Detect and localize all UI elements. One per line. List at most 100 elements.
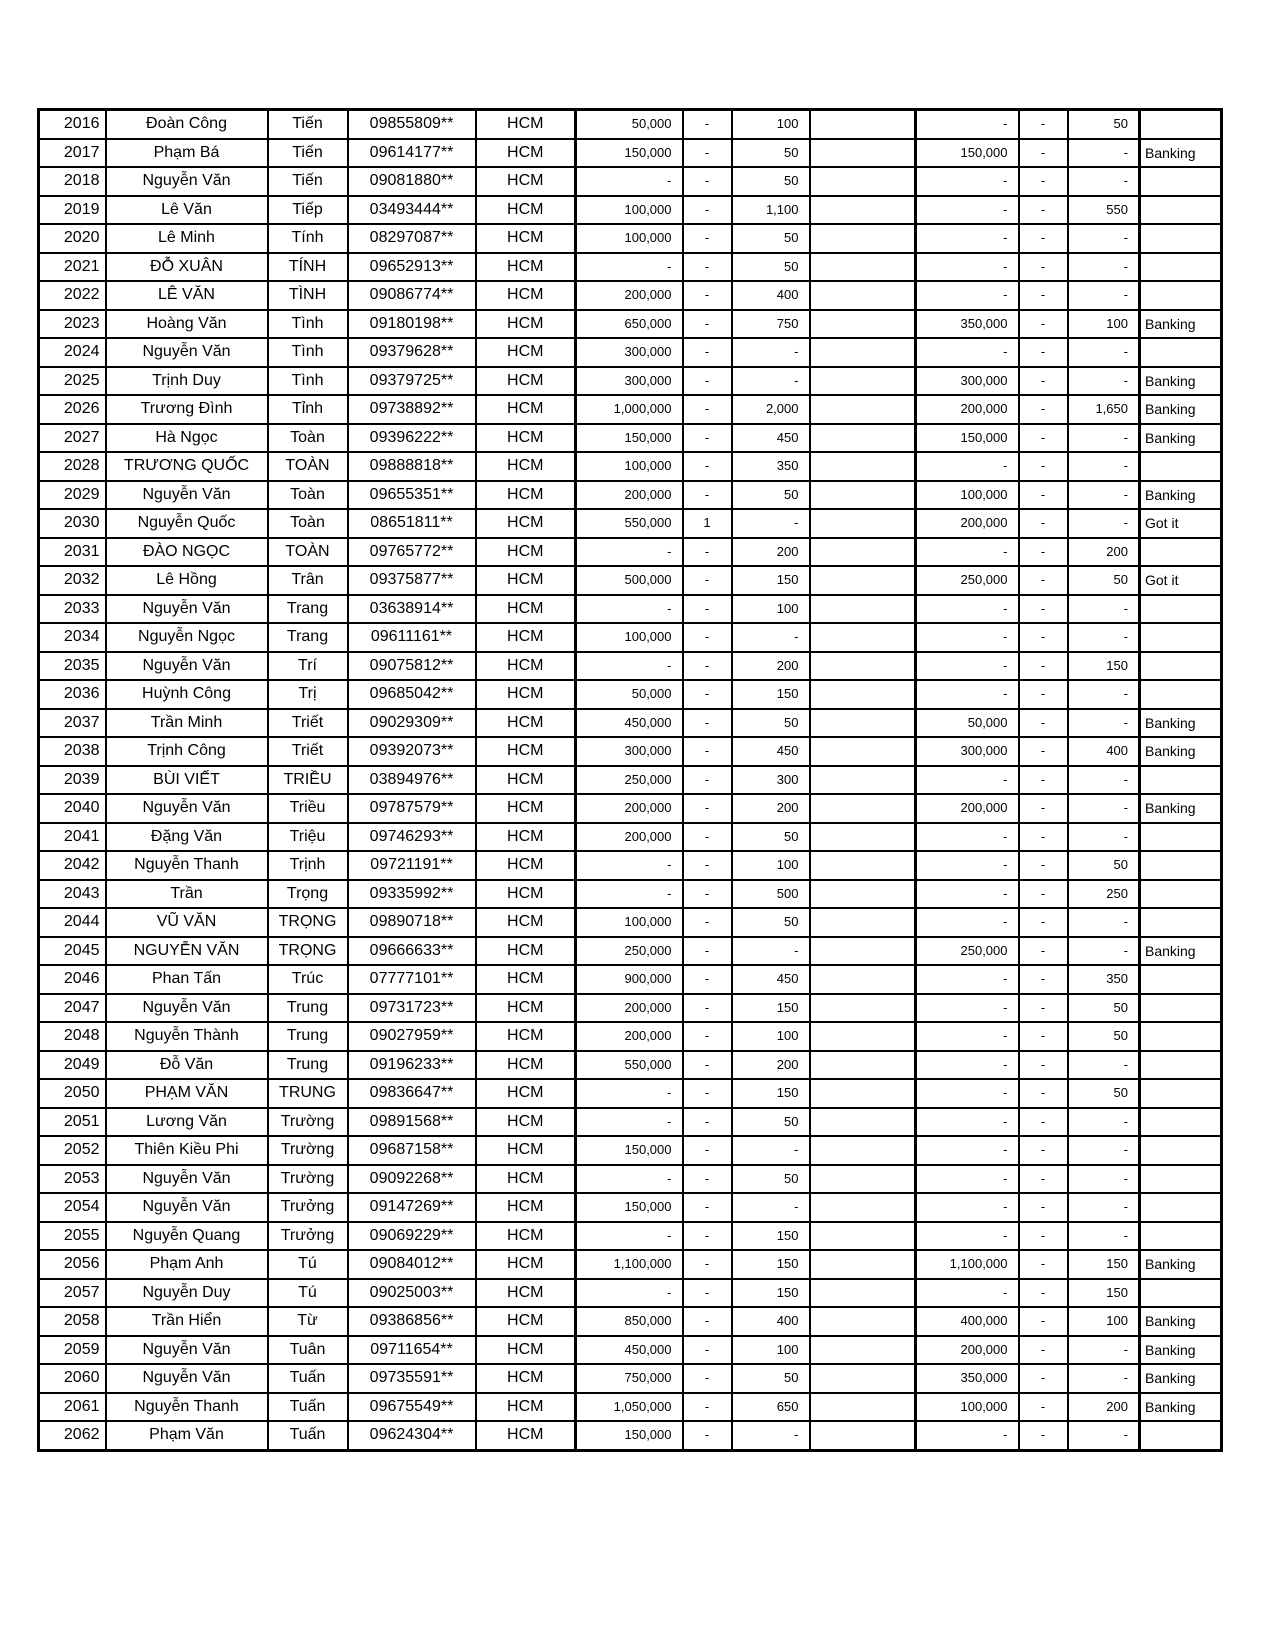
cell-id: 2028 [37,451,107,482]
cell-city: HCM [474,422,577,453]
cell-status [1138,194,1223,225]
cell-qty-1: 150 [730,992,811,1023]
cell-empty [808,907,917,938]
cell-dash-1: - [681,251,733,282]
cell-dash-2: - [1017,308,1069,339]
cell-city: HCM [474,1277,577,1308]
cell-empty [808,736,917,767]
table-row: 2036 Huỳnh Công Trị 09685042** HCM 50,000-150… [37,679,1223,710]
cell-qty-2: - [1066,1135,1141,1166]
cell-id: 2047 [37,992,107,1023]
cell-family-name: Trung [266,1049,349,1080]
cell-dash-2: - [1017,593,1069,624]
cell-amount-1: 550,000 [574,1049,684,1080]
cell-qty-1: 100 [730,593,811,624]
cell-amount-2: - [914,992,1020,1023]
cell-id: 2048 [37,1021,107,1052]
cell-qty-2: - [1066,223,1141,254]
cell-id: 2019 [37,194,107,225]
table-row: 2030 Nguyễn Quốc Toàn 08651811** HCM 550,000 1… [37,508,1223,539]
cell-city: HCM [474,850,577,881]
cell-qty-1: - [730,1192,811,1223]
cell-id: 2052 [37,1135,107,1166]
cell-family-name: Trưởng [266,1192,349,1223]
cell-city: HCM [474,935,577,966]
cell-dash-1: - [681,422,733,453]
cell-family-name: TRỌNG [266,907,349,938]
cell-dash-1: - [681,764,733,795]
cell-dash-1: - [681,622,733,653]
cell-amount-2: 150,000 [914,422,1020,453]
cell-status [1138,1277,1223,1308]
cell-amount-2: - [914,593,1020,624]
cell-amount-1: 100,000 [574,907,684,938]
cell-amount-1: - [574,536,684,567]
cell-empty [808,1220,917,1251]
cell-qty-1: 50 [730,1363,811,1394]
cell-amount-2: - [914,451,1020,482]
cell-empty [808,1192,917,1223]
cell-given-name: BÙI VIẾT [104,764,269,795]
table-row: 2046 Phan Tấn Trúc 07777101** HCM 900,000-450… [37,964,1223,995]
cell-city: HCM [474,1163,577,1194]
table-row: 2039 BÙI VIẾT TRIỀU 03894976** HCM 250,000-30… [37,764,1223,795]
cell-amount-1: 650,000 [574,308,684,339]
cell-amount-1: 200,000 [574,479,684,510]
cell-family-name: Trị [266,679,349,710]
cell-phone-masked: 09092268** [346,1163,477,1194]
cell-dash-2: - [1017,764,1069,795]
cell-amount-2: 200,000 [914,394,1020,425]
cell-status [1138,1106,1223,1137]
cell-family-name: TRUNG [266,1078,349,1109]
cell-family-name: Trọng [266,878,349,909]
cell-amount-2: - [914,1021,1020,1052]
cell-amount-1: - [574,850,684,881]
cell-given-name: Nguyễn Văn [104,593,269,624]
cell-city: HCM [474,308,577,339]
cell-amount-1: - [574,593,684,624]
cell-id: 2046 [37,964,107,995]
cell-id: 2027 [37,422,107,453]
cell-qty-1: 50 [730,1106,811,1137]
cell-phone-masked: 09721191** [346,850,477,881]
cell-amount-2: - [914,337,1020,368]
cell-city: HCM [474,622,577,653]
cell-qty-2: - [1066,1334,1141,1365]
cell-id: 2018 [37,166,107,197]
cell-qty-1: 2,000 [730,394,811,425]
table-row: 2062 Phạm Văn Tuấn 09624304** HCM 150,000- - - -… [37,1420,1223,1451]
cell-dash-2: - [1017,622,1069,653]
cell-qty-1: 100 [730,850,811,881]
cell-qty-1: 50 [730,223,811,254]
cell-status [1138,1192,1223,1223]
cell-amount-2: - [914,764,1020,795]
cell-empty [808,679,917,710]
cell-dash-2: - [1017,1277,1069,1308]
cell-city: HCM [474,194,577,225]
cell-given-name: Nguyễn Văn [104,1363,269,1394]
cell-family-name: Trúc [266,964,349,995]
cell-family-name: TRIỀU [266,764,349,795]
cell-id: 2049 [37,1049,107,1080]
cell-phone-masked: 09731723** [346,992,477,1023]
cell-phone-masked: 09180198** [346,308,477,339]
cell-empty [808,622,917,653]
cell-qty-2: - [1066,508,1141,539]
cell-id: 2022 [37,280,107,311]
cell-city: HCM [474,1078,577,1109]
cell-city: HCM [474,1334,577,1365]
cell-status [1138,1220,1223,1251]
cell-qty-2: - [1066,935,1141,966]
table-row: 2035 Nguyễn Văn Trí 09075812** HCM - -200- -150 [37,650,1223,681]
cell-id: 2062 [37,1420,107,1451]
cell-dash-2: - [1017,1078,1069,1109]
cell-phone-masked: 09084012** [346,1249,477,1280]
cell-city: HCM [474,1420,577,1451]
cell-dash-1: - [681,108,733,140]
cell-id: 2057 [37,1277,107,1308]
table-row: 2023 Hoàng Văn Tình 09180198** HCM 650,000-75… [37,308,1223,339]
cell-dash-1: - [681,1192,733,1223]
cell-dash-1: - [681,707,733,738]
cell-status: Banking [1138,793,1223,824]
cell-city: HCM [474,593,577,624]
